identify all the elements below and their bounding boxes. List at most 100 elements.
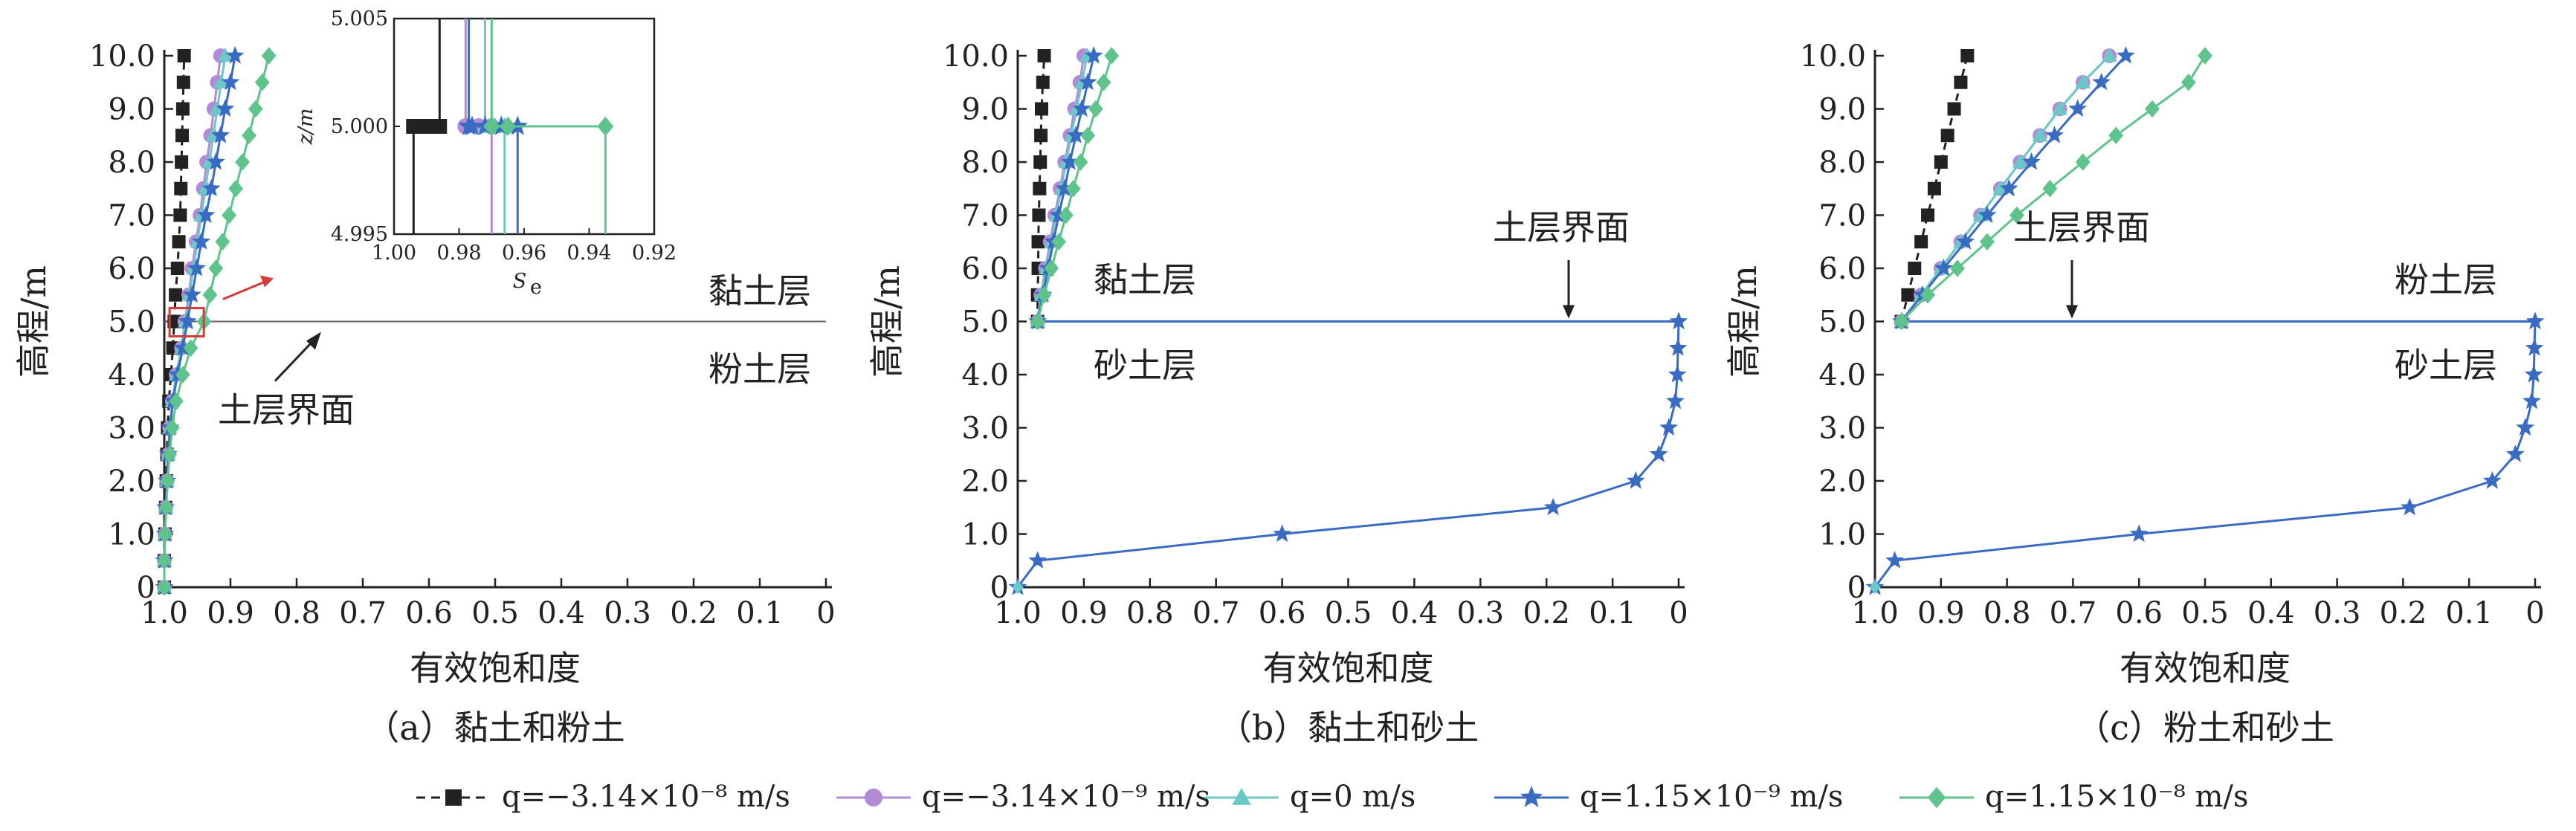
x-tick-label: 0.7 (2050, 596, 2097, 630)
series-s1-marker (1947, 102, 1961, 116)
series-s4-marker (2068, 99, 2087, 117)
inset-a: 1.00 0.98 0.96 0.94 0.92 4.995 5.000 5.005 S e z/m (294, 7, 677, 299)
series-s1-marker (172, 235, 186, 249)
y-tick-label: 9.0 (961, 93, 1009, 127)
series-s4-marker (1072, 99, 1091, 117)
series-s5-marker (1080, 126, 1096, 144)
series-s1-marker (170, 262, 184, 275)
lower-layer-marker (2516, 418, 2535, 436)
series-s4-marker (1066, 126, 1085, 143)
series-s3-marker (2075, 74, 2091, 88)
series-s1-marker (173, 208, 187, 222)
series-s5-marker (1065, 180, 1081, 198)
lower-layer-marker (2400, 497, 2419, 516)
series-s4-marker (211, 126, 230, 143)
series-s4-marker (221, 72, 240, 91)
y-tick-label: 5.0 (961, 305, 1009, 340)
interface-arrowhead (306, 332, 321, 350)
y-axis-label: 高程/m (867, 265, 907, 378)
series-s4-marker (1978, 205, 1997, 224)
series-s5-marker (2075, 153, 2091, 171)
series-s5-marker (1950, 259, 1965, 277)
series-s4-marker (1084, 46, 1103, 64)
legend-s4-label: q=1.15×10⁻⁹ m/s (1580, 780, 1843, 814)
series-s5-marker (222, 206, 237, 224)
series-s1-marker (1036, 75, 1050, 89)
y-tick-label: 3.0 (961, 412, 1009, 446)
series-s1-marker (175, 129, 190, 143)
panel-c: 1.0 0.9 0.8 0.7 0.6 0.5 0.4 0.3 0.2 0.1 001.02.03.… (1724, 39, 2545, 748)
series-s4-marker (1078, 72, 1097, 91)
series-s5-marker (175, 366, 190, 384)
x-tick-label: 0.8 (1126, 596, 1174, 630)
series-s5-marker (158, 499, 174, 517)
series-s4-marker (225, 46, 245, 64)
y-tick-label: 3.0 (108, 412, 155, 446)
layer-upper-label: 黏土层 (708, 271, 811, 311)
y-tick-label: 7.0 (108, 199, 155, 233)
inset-x-tick-label: 1.00 (372, 242, 416, 265)
x-tick-label: 0 (2525, 596, 2544, 630)
inset-x-tick-label: 0.98 (436, 242, 481, 265)
series-s5-marker (2145, 100, 2160, 118)
panel-caption: （a）黏土和粉土 (365, 708, 624, 748)
x-tick-label: 0.1 (2445, 596, 2493, 630)
interface-arrowhead (2066, 305, 2078, 319)
series-s4-marker (183, 285, 201, 303)
layer-lower-label: 砂土层 (2395, 346, 2497, 386)
series-s4-marker (207, 152, 225, 170)
series-s5-marker (215, 233, 230, 250)
series-s5-marker (208, 259, 224, 277)
x-tick-label: 1.0 (141, 596, 188, 630)
x-tick-label: 0.9 (1060, 596, 1108, 630)
series-s5-marker (1036, 286, 1052, 304)
series-s3-marker (2101, 48, 2117, 62)
series-s1-marker (1031, 235, 1045, 249)
x-tick-label: 0.5 (2181, 596, 2229, 630)
series-s5-marker (1894, 312, 1909, 331)
series-s5-marker (1058, 206, 1074, 224)
series-s5-marker (2010, 206, 2024, 224)
series-s1-marker (1921, 208, 1935, 222)
y-tick-label: 1.0 (961, 518, 1009, 552)
series-s4-marker (1055, 178, 1074, 197)
series-s4-marker (2022, 152, 2041, 170)
interface-label: 土层界面 (218, 390, 355, 430)
inset-series-s1-marker (406, 119, 422, 134)
y-tick-label: 7.0 (1818, 199, 1866, 233)
x-tick-label: 0.9 (207, 596, 254, 630)
series-s5-marker (2180, 74, 2196, 91)
inset-series-s5-marker (500, 117, 517, 136)
y-tick-label: 9.0 (1818, 93, 1866, 127)
lower-layer-marker (1666, 391, 1685, 410)
series-s5-marker (1051, 233, 1067, 250)
inset-x-label: S (513, 270, 527, 293)
series-s4-marker (1956, 232, 1975, 250)
y-tick-label: 3.0 (1818, 412, 1866, 446)
series-s1-marker (1033, 181, 1047, 195)
series-s5-marker (202, 286, 218, 304)
layer-lower-label: 砂土层 (1094, 346, 1196, 386)
inset-y-label: z/m (294, 109, 317, 146)
series-s5-marker (2108, 126, 2124, 144)
y-tick-label: 5.0 (1818, 305, 1866, 340)
x-tick-label: 0 (1669, 596, 1688, 630)
legend-s1-label: q=−3.14×10⁻⁸ m/s (502, 780, 790, 814)
series-s4-marker (196, 205, 216, 224)
inset-series-s1-marker (419, 119, 434, 134)
layer-lower-label: 粉土层 (708, 349, 811, 389)
lower-layer-marker (1543, 497, 1563, 516)
lower-layer-marker (1028, 551, 1047, 569)
series-s1-marker (1960, 49, 1975, 62)
inset-series-s1-marker (432, 119, 448, 134)
inset-x-tick-label: 0.96 (502, 242, 546, 265)
lower-layer-marker (1649, 444, 1668, 462)
lower-layer-marker (2525, 338, 2544, 356)
series-s5-marker (169, 392, 184, 410)
x-tick-label: 0.5 (1325, 596, 1372, 630)
lower-layer-marker (1012, 580, 1024, 595)
series-s5-marker (1096, 74, 1111, 91)
x-tick-label: 0.8 (273, 596, 320, 630)
series-s5-marker (2042, 180, 2058, 198)
